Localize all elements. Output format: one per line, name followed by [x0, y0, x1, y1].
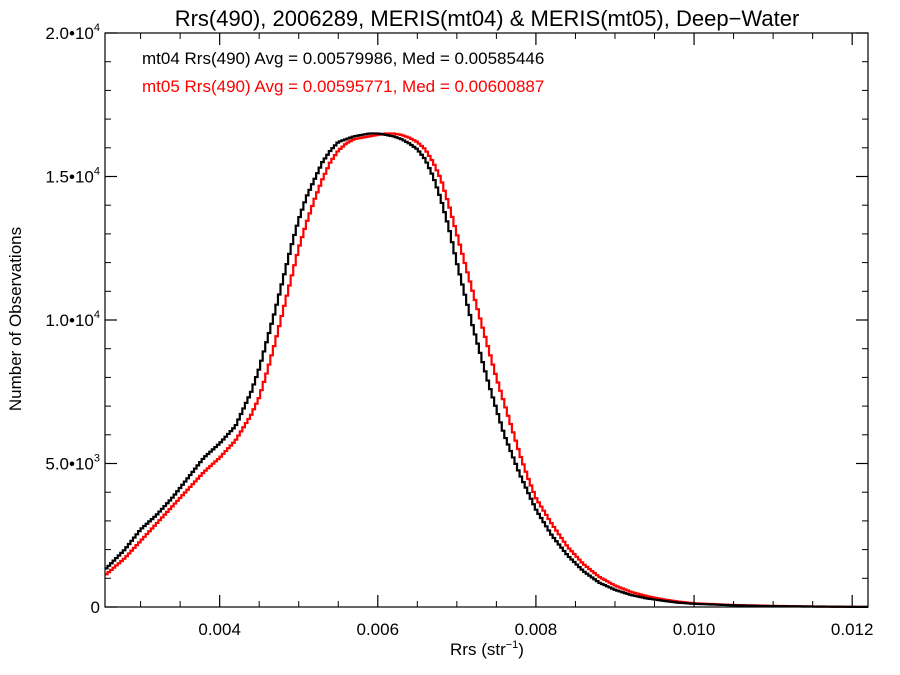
y-tick-label-4: 2.0•104	[45, 22, 100, 43]
x-axis-label: Rrs (str−1)	[450, 639, 524, 659]
legend-entry-mt05: mt05 Rrs(490) Avg = 0.00595771, Med = 0.…	[142, 77, 544, 96]
x-tick-label-1: 0.006	[357, 620, 400, 639]
x-tick-label-2: 0.008	[515, 620, 558, 639]
y-axis-label: Number of Observations	[6, 227, 25, 411]
y-tick-label-0: 0	[91, 598, 100, 617]
legend-entry-mt04: mt04 Rrs(490) Avg = 0.00579986, Med = 0.…	[142, 49, 544, 68]
y-tick-label-1: 5.0•103	[45, 453, 100, 474]
plot-border	[104, 32, 869, 608]
y-tick-label-3: 1.5•104	[45, 166, 100, 187]
x-axis-label-tail: )	[518, 640, 524, 659]
x-axis-label-base: Rrs (str	[450, 640, 506, 659]
chart-title: Rrs(490), 2006289, MERIS(mt04) & MERIS(m…	[175, 6, 800, 31]
x-tick-label-0: 0.004	[198, 620, 241, 639]
series-line-mt04	[105, 132, 868, 609]
x-tick-label-3: 0.010	[673, 620, 716, 639]
x-tick-label-4: 0.012	[831, 620, 874, 639]
plot-frame	[104, 32, 869, 608]
axis-ticks: 0.004 0.006 0.008 0.010 0.012 0 5.0•103 1.0•104…	[45, 22, 873, 639]
x-axis-label-exponent: −1	[506, 639, 519, 651]
y-tick-label-2: 1.0•104	[45, 309, 100, 330]
series-layer	[105, 132, 868, 609]
series-line-mt05	[105, 132, 868, 608]
